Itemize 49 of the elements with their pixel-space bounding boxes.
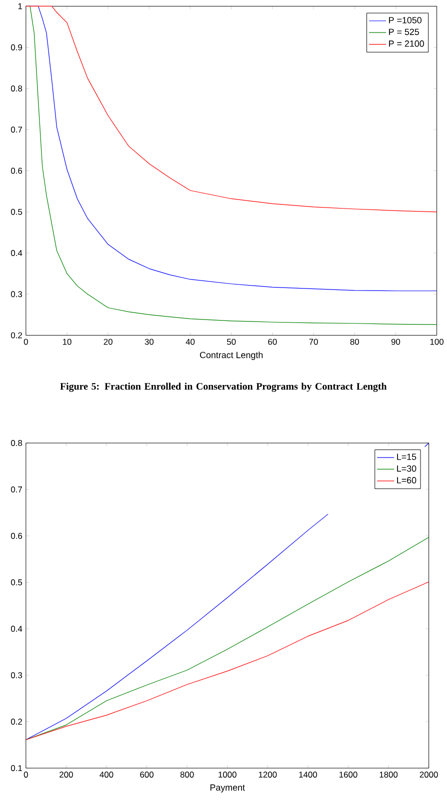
x-tick-label: 200 (60, 772, 73, 778)
y-tick-label: 0.1 (10, 765, 22, 772)
y-tick-label: 0.7 (10, 486, 22, 492)
x-tick-label: 1000 (218, 772, 236, 778)
y-tick-label: 0.5 (10, 208, 22, 215)
x-tick-label: 50 (226, 338, 236, 345)
x-tick-label: 40 (186, 338, 195, 345)
x-axis-title: Payment (210, 784, 245, 792)
x-axis-title: Contract Length (200, 352, 263, 360)
y-tick-label: 1 (18, 3, 22, 10)
legend-label: P = 525 (388, 28, 419, 36)
x-tick-label: 0 (24, 772, 28, 778)
x-tick-label: 600 (140, 772, 154, 778)
x-tick-label: 400 (100, 772, 114, 778)
x-tick-label: 1600 (339, 772, 358, 778)
y-tick-label: 0.8 (10, 440, 22, 446)
x-tick-label: 800 (180, 772, 194, 778)
x-tick-label: 70 (309, 338, 318, 345)
y-tick-label: 0.4 (10, 626, 22, 632)
x-tick-label: 10 (62, 338, 72, 345)
y-tick-label: 0.5 (10, 579, 22, 586)
caption: Figure 5: Fraction Enrolled in Conservation Programs by Contract Length (60, 382, 387, 392)
x-tick-label: 30 (144, 338, 154, 345)
x-tick-label: 90 (391, 338, 400, 345)
x-tick-label: 2000 (420, 772, 438, 778)
x-tick-label: 1800 (380, 772, 398, 778)
x-tick-label: 1200 (258, 772, 277, 778)
legend-label: P =1050 (388, 17, 422, 24)
x-tick-label: 20 (104, 338, 112, 345)
y-tick-label: 0.2 (10, 332, 22, 338)
y-tick-label: 0.6 (10, 168, 22, 174)
y-tick-label: 0.8 (10, 86, 22, 92)
x-tick-label: 60 (268, 338, 277, 345)
line-series (26, 582, 430, 740)
legend-label: P = 2100 (388, 40, 424, 47)
legend-label: L=15 (397, 454, 416, 460)
legend-label: L=60 (397, 477, 416, 484)
y-tick-label: 0.7 (10, 126, 22, 133)
x-tick-label: 100 (430, 338, 444, 345)
y-tick-label: 0.4 (10, 250, 22, 256)
x-tick-label: 1400 (299, 772, 317, 778)
x-tick-label: 0 (24, 338, 28, 345)
y-tick-label: 0.6 (10, 532, 22, 539)
legend-label: L=30 (397, 465, 416, 472)
y-tick-label: 0.2 (10, 718, 22, 725)
y-tick-label: 0.3 (10, 672, 22, 678)
y-tick-label: 0.3 (10, 291, 22, 298)
x-tick-label: 80 (350, 338, 359, 345)
y-tick-label: 0.9 (10, 44, 22, 50)
